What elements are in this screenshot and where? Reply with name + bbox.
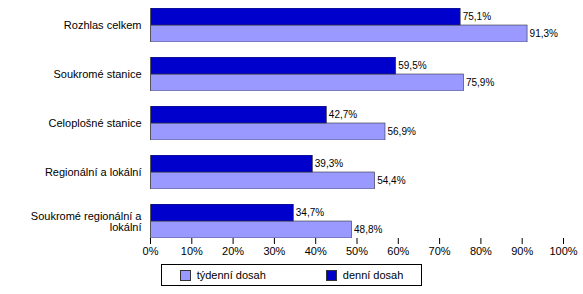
- svg-text:20%: 20%: [222, 245, 244, 257]
- svg-text:34,7%: 34,7%: [296, 207, 324, 218]
- html-text:denní dosah: denní dosah: [342, 269, 404, 281]
- svg-text:59,5%: 59,5%: [398, 60, 426, 71]
- svg-text:Soukromé regionální alokální: Soukromé regionální alokální: [31, 210, 143, 233]
- svg-text:48,8%: 48,8%: [354, 224, 382, 235]
- svg-text:Soukromé stanice: Soukromé stanice: [53, 68, 141, 80]
- svg-text:75,1%: 75,1%: [463, 11, 491, 22]
- svg-text:Regionální a lokální: Regionální a lokální: [45, 166, 142, 178]
- svg-text:40%: 40%: [305, 245, 327, 257]
- svg-text:100%: 100%: [549, 245, 577, 257]
- svg-text:30%: 30%: [263, 245, 285, 257]
- svg-text:10%: 10%: [181, 245, 203, 257]
- svg-text:50%: 50%: [346, 245, 368, 257]
- svg-text:39,3%: 39,3%: [315, 158, 343, 169]
- svg-text:70%: 70%: [429, 245, 451, 257]
- svg-text:54,4%: 54,4%: [377, 175, 405, 186]
- svg-text:56,9%: 56,9%: [387, 126, 415, 137]
- html-text:týdenní dosah: týdenní dosah: [196, 269, 266, 281]
- svg-text:0%: 0%: [143, 245, 159, 257]
- svg-text:90%: 90%: [511, 245, 533, 257]
- svg-text:91,3%: 91,3%: [530, 28, 558, 39]
- svg-text:80%: 80%: [470, 245, 492, 257]
- svg-text:Rozhlas celkem: Rozhlas celkem: [64, 19, 142, 31]
- svg-text:60%: 60%: [387, 245, 409, 257]
- svg-text:75,9%: 75,9%: [466, 77, 494, 88]
- svg-text:42,7%: 42,7%: [329, 109, 357, 120]
- svg-text:Celoplošné stanice: Celoplošné stanice: [49, 117, 142, 129]
